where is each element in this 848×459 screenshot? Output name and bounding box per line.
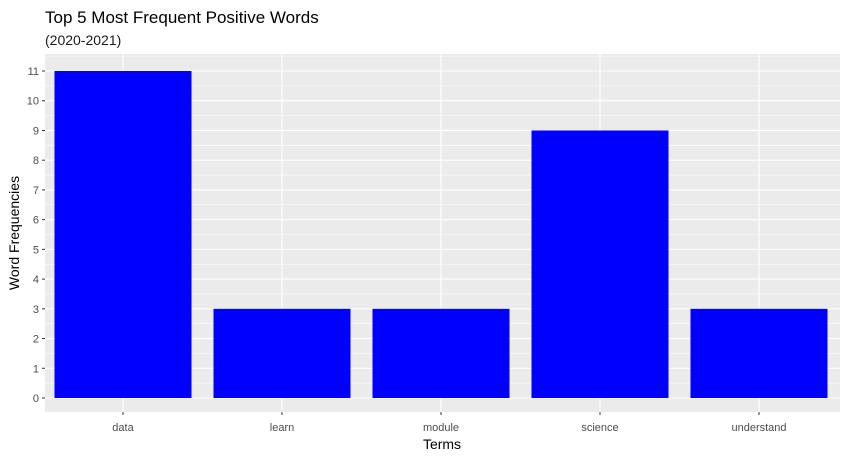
x-axis-title: Terms (423, 436, 461, 452)
y-axis-tick-label: 9 (33, 125, 39, 137)
y-axis: 0 1 2 3 4 5 6 7 8 9 10 11 (27, 66, 45, 405)
y-axis-tick-label: 3 (33, 304, 39, 316)
y-axis-tick-label: 4 (33, 274, 39, 286)
y-axis-tick-label: 0 (33, 393, 39, 405)
y-axis-tick-label: 6 (33, 215, 39, 227)
x-axis-tick-label: learn (270, 422, 294, 434)
chart-subtitle: (2020-2021) (45, 32, 121, 48)
y-axis-tick-label: 11 (28, 66, 39, 78)
y-axis-tick-label: 8 (33, 155, 39, 167)
bars (54, 71, 828, 399)
x-axis-tick-label: module (423, 422, 459, 434)
x-axis-tick-label: understand (731, 422, 786, 434)
bar-module (372, 308, 510, 398)
chart-title: Top 5 Most Frequent Positive Words (45, 8, 319, 27)
bar-understand (690, 308, 828, 398)
y-axis-tick-label: 5 (33, 244, 39, 256)
y-axis-title: Word Frequencies (6, 176, 22, 290)
y-axis-tick-label: 7 (33, 185, 39, 197)
bar-science (531, 130, 669, 399)
bar-data (54, 71, 192, 398)
x-axis-tick-label: science (581, 422, 618, 434)
x-axis-tick-label: data (112, 422, 134, 434)
y-axis-tick-label: 10 (27, 96, 39, 108)
y-axis-tick-label: 2 (33, 334, 39, 346)
x-axis: data learn module science understand (112, 412, 787, 434)
y-axis-tick-label: 1 (33, 363, 39, 375)
bar-learn (213, 308, 351, 398)
